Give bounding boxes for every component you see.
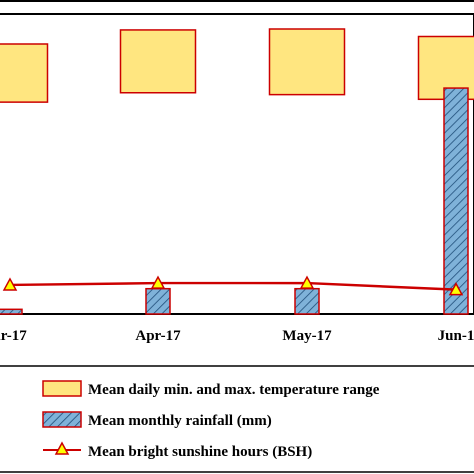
legend-rainfall-swatch (42, 411, 82, 428)
x-tick-label: May-17 (282, 328, 332, 344)
sunshine-marker (299, 275, 315, 289)
temperature-range-bar (119, 29, 197, 94)
legend-temperature-label: Mean daily min. and max. temperature ran… (88, 382, 380, 398)
sunshine-marker (2, 277, 18, 291)
legend-rainfall-label: Mean monthly rainfall (mm) (88, 413, 272, 429)
rainfall-bar (294, 287, 320, 315)
legend-temperature-swatch (42, 380, 82, 397)
legend-sunshine-marker (54, 441, 70, 455)
temperature-range-bar (268, 28, 346, 96)
sunshine-line-layer (2, 275, 464, 296)
plot-area (0, 13, 474, 315)
sunshine-line (9, 281, 457, 291)
x-tick-labels: ar-17 Apr-17 May-17 Jun-1 (0, 328, 474, 344)
rainfall-bar (145, 287, 171, 315)
x-tick-label: ar-17 (0, 328, 27, 344)
rainfall-bar (0, 308, 23, 315)
legend-sunshine-label: Mean bright sunshine hours (BSH) (88, 444, 312, 460)
x-tick-label: Apr-17 (135, 328, 181, 344)
rainfall-bar (443, 87, 469, 315)
sunshine-marker (448, 282, 464, 296)
x-tick-label: Jun-1 (438, 328, 474, 344)
temperature-range-bar (0, 43, 49, 103)
sunshine-marker (150, 275, 166, 289)
